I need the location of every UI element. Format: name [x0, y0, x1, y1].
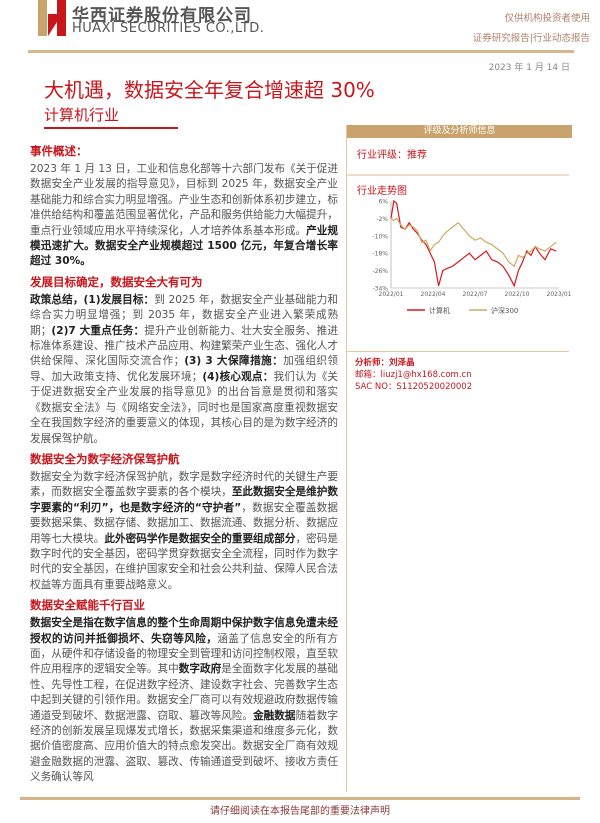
bold-text: 政策总结，(1)发展目标： [30, 293, 155, 306]
subtitle-underline [44, 127, 178, 129]
bold-text: 数据安全是指在数字信息的整个生命周期中保护数字信息免遭未经授权的访问并抵御损坏、… [30, 617, 338, 645]
company-name-cn: 华西证券股份有限公司 [72, 6, 252, 26]
bold-text: (4)核心观点： [202, 370, 274, 383]
y-tick-label: -10% [372, 233, 388, 240]
x-tick-label: 2022/10 [505, 291, 530, 298]
y-tick-label: -34% [372, 286, 388, 293]
analyst-sac: SAC NO：S1120520020002 [355, 382, 473, 392]
industry-subtitle: 计算机行业 [44, 106, 120, 124]
bold-text: 金融数据 [253, 709, 296, 722]
trend-chart: 6% -2% -10% -18% -26% -34%2022/01 2022/04 2022/… [372, 199, 572, 316]
body-text: 到 2025 年，数据安全产业基础能力和综合实力明显增强；到 2035 年，数据… [30, 293, 338, 337]
paragraph: 政策总结，(1)发展目标：到 2025 年，数据安全产业基础能力和综合实力明显增… [30, 293, 338, 447]
usage-note: 仅供机构投资者使用 [504, 13, 590, 24]
legend-label: 计算机 [429, 306, 450, 315]
series-line-1 [390, 217, 557, 268]
body-text: 涵盖了信息安全的所有方面，从硬件和存储设备的物理安全到管理和访问控制权限，直至软… [30, 632, 339, 676]
bold-text: (3) 3 大保障措施： [184, 355, 284, 368]
body-text: 提升产业创新能力、壮大安全服务、推进标准体系建设、推广技术产品应用、构建繁荣产业… [30, 324, 339, 368]
trend-chart-title: 行业走势图 [357, 186, 407, 197]
body-text: 随着数字经济的创新发展呈现爆发式增长，数据采集渠道和维度多元化，数据价值密度高、… [30, 709, 339, 784]
x-tick-label: 2022/01 [379, 291, 404, 298]
report-title: 大机遇，数据安全年复合增速超 30% [44, 78, 375, 102]
y-tick-label: -26% [372, 268, 388, 275]
company-name-en: HUAXI SECURITIES CO.,LTD. [72, 21, 265, 36]
industry-rating: 行业评级：推荐 [347, 138, 569, 176]
y-tick-label: 6% [378, 199, 388, 206]
y-tick-label: -2% [376, 216, 388, 223]
bold-text: 至此数据安全是维护数字要素的“利刃”，也是数字经济的“守护者” [30, 486, 339, 514]
header-divider [28, 50, 574, 53]
bold-text: 产业规模迅速扩大。数据安全产业规模超过 1500 亿元，年复合增长率超过 30%… [30, 224, 339, 268]
body-text: 加强组织领导、加大政策支持、优化发展环境； [30, 355, 339, 383]
analyst-email[interactable]: 邮箱：liuzj1@hx168.com.cn [355, 370, 472, 380]
bold-text: 数字政府 [178, 663, 222, 676]
body-text: 数据安全为数字经济保驾护航，数字是数字经济时代的关键生产要素，而数据安全覆盖数字… [30, 470, 338, 499]
y-tick-label: -18% [372, 251, 388, 258]
body-text: 是全面数字化发展的基础性、先导性工程，在促进数字经济、建设数字社会、完善数字生态… [30, 663, 339, 722]
paragraph: 数据安全为数字经济保驾护航，数字是数字经济时代的关键生产要素，而数据安全覆盖数字… [30, 470, 338, 593]
report-date: 2023 年 1 月 14 日 [488, 63, 570, 73]
body-text: ，密码是数字时代的安全基因，密码学贯穿数据安全全流程，同时作为数字时代的安全基因… [30, 532, 339, 591]
report-type: 证券研究报告|行业动态报告 [472, 33, 590, 44]
sidebar: 评级及分析师信息 行业评级：推荐 行业走势图 6% -2% -10% -18% -26%… [346, 125, 572, 792]
analyst-name: 分析师：刘泽晶 [355, 358, 415, 368]
logo-icon [38, 0, 66, 36]
bold-text: (2)7 大重点任务： [51, 324, 145, 337]
body-text: 我们认为《关于促进数据安全产业发展的指导意见》的出台旨意是贯彻和落实《数据安全法… [30, 370, 339, 445]
sidebar-header: 评级及分析师信息 [347, 125, 572, 138]
series-line-0 [390, 199, 557, 288]
x-tick-label: 2022/07 [463, 291, 488, 298]
main-content: 事件概述： 2023 年 1 月 13 日，工业和信息化部等十六部门发布《关于促进… [30, 142, 338, 791]
footer-divider [20, 797, 580, 800]
section-heading: 数据安全为数字经济保驾护航 [30, 451, 180, 466]
x-tick-label: 2023/01 [547, 291, 572, 298]
section-heading: 数据安全赋能千行百业 [30, 598, 145, 613]
section-heading: 发展目标确定，数据安全大有可为 [30, 274, 203, 289]
body-text: ，数据安全覆盖数据要数据采集、数据存储、数据加工、数据流通、数据分析、数据应用等… [30, 501, 338, 545]
body-text: 2023 年 1 月 13 日，工业和信息化部等十六部门发布《关于促进数据安全产… [30, 163, 338, 237]
footer-disclaimer: 请仔细阅读在本报告尾部的重要法律声明 [210, 806, 390, 817]
legend-label: 沪深300 [491, 306, 518, 315]
analyst-info: 分析师：刘泽晶 邮箱：liuzj1@hx168.com.cn SAC NO：S1… [347, 351, 569, 393]
paragraph: 2023 年 1 月 13 日，工业和信息化部等十六部门发布《关于促进数据安全产… [30, 162, 338, 270]
x-tick-label: 2022/04 [421, 291, 446, 298]
paragraph: 数据安全是指在数字信息的整个生命周期中保护数字信息免遭未经授权的访问并抵御损坏、… [30, 616, 338, 785]
bold-text: 此外密码学作是数据安全的重要组成部分 [104, 532, 296, 545]
section-heading: 事件概述： [30, 144, 88, 158]
